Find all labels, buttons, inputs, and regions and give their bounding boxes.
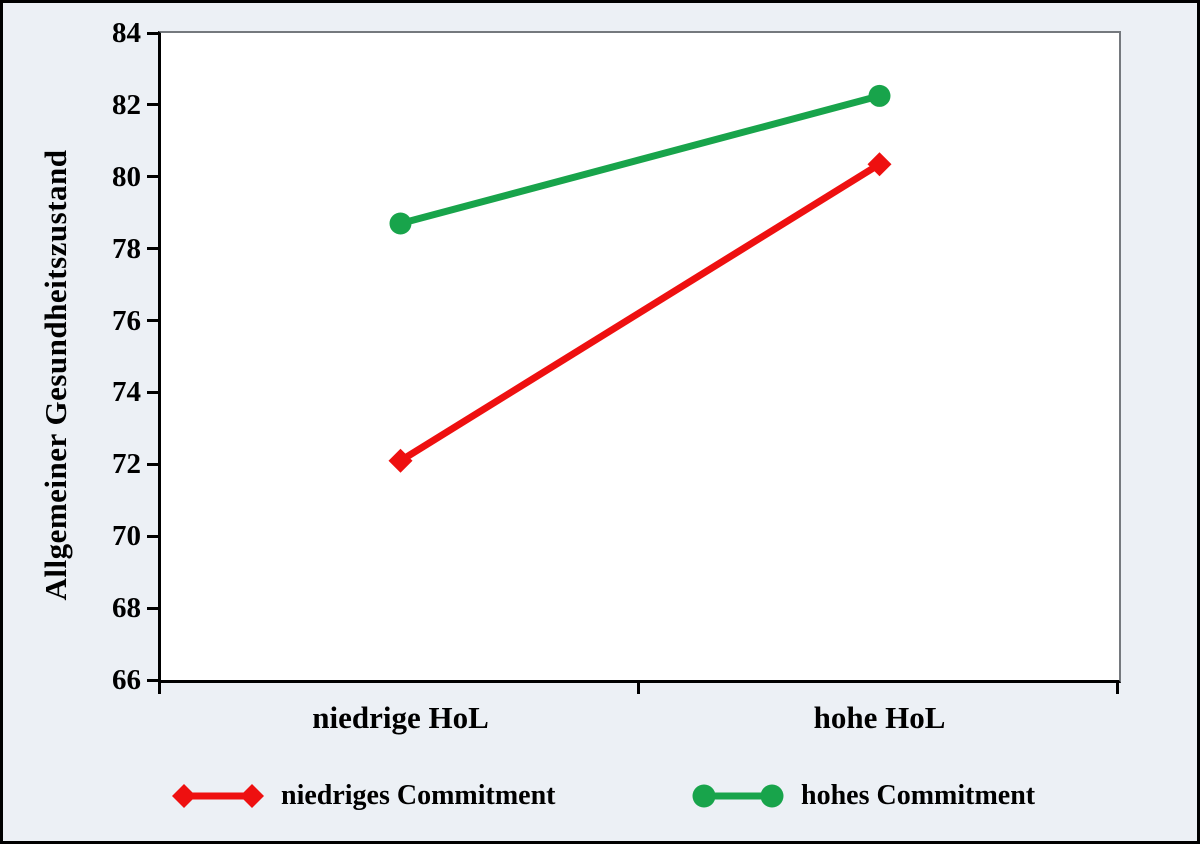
legend-diamond-marker [172, 784, 196, 808]
y-tick-label: 82 [112, 88, 141, 121]
legend-diamond-marker [240, 784, 264, 808]
diamond-data-point-marker [867, 152, 892, 177]
legend-circle-marker [692, 784, 716, 808]
y-tick-mark [147, 678, 158, 682]
y-tick-label: 76 [112, 304, 141, 337]
y-tick-label: 72 [112, 448, 141, 481]
legend-item: hohes Commitment [691, 775, 1035, 817]
y-tick-label: 66 [112, 664, 141, 696]
plot-area [158, 31, 1121, 683]
legend-diamond-swatch [172, 784, 264, 808]
y-tick-mark [147, 606, 158, 610]
y-tick-mark [147, 462, 158, 466]
y-tick-mark [147, 534, 158, 538]
x-category-label: niedrige HoL [312, 700, 489, 735]
y-tick-label: 74 [112, 376, 141, 409]
legend-circle-swatch [692, 784, 784, 808]
x-category-label: hohe HoL [813, 700, 946, 735]
line-series-canvas [388, 84, 892, 473]
y-tick-mark [147, 175, 158, 179]
y-tick-label: 84 [112, 17, 141, 49]
legend-label: hohes Commitment [801, 780, 1036, 811]
circle-data-point-marker [389, 212, 412, 235]
diamond-data-point-marker [388, 448, 413, 473]
y-tick-label: 78 [112, 232, 141, 265]
y-tick-mark [147, 319, 158, 323]
y-tick-mark [147, 31, 158, 35]
legend-label: niedriges Commitment [281, 780, 556, 811]
legend-item: niedriges Commitment [171, 775, 556, 817]
y-tick-mark [147, 247, 158, 251]
x-tick-mark [637, 683, 640, 694]
y-tick-mark [147, 103, 158, 107]
x-tick-mark [1116, 683, 1119, 694]
y-tick-label: 70 [112, 520, 141, 553]
series-line-diamond [398, 161, 882, 464]
legend-circle-marker [760, 784, 784, 808]
series-line-circle [399, 92, 881, 227]
x-tick-mark [158, 683, 161, 694]
circle-data-point-marker [868, 84, 891, 107]
y-tick-label: 80 [112, 160, 141, 193]
y-tick-mark [147, 390, 158, 394]
y-tick-label: 68 [112, 592, 141, 625]
